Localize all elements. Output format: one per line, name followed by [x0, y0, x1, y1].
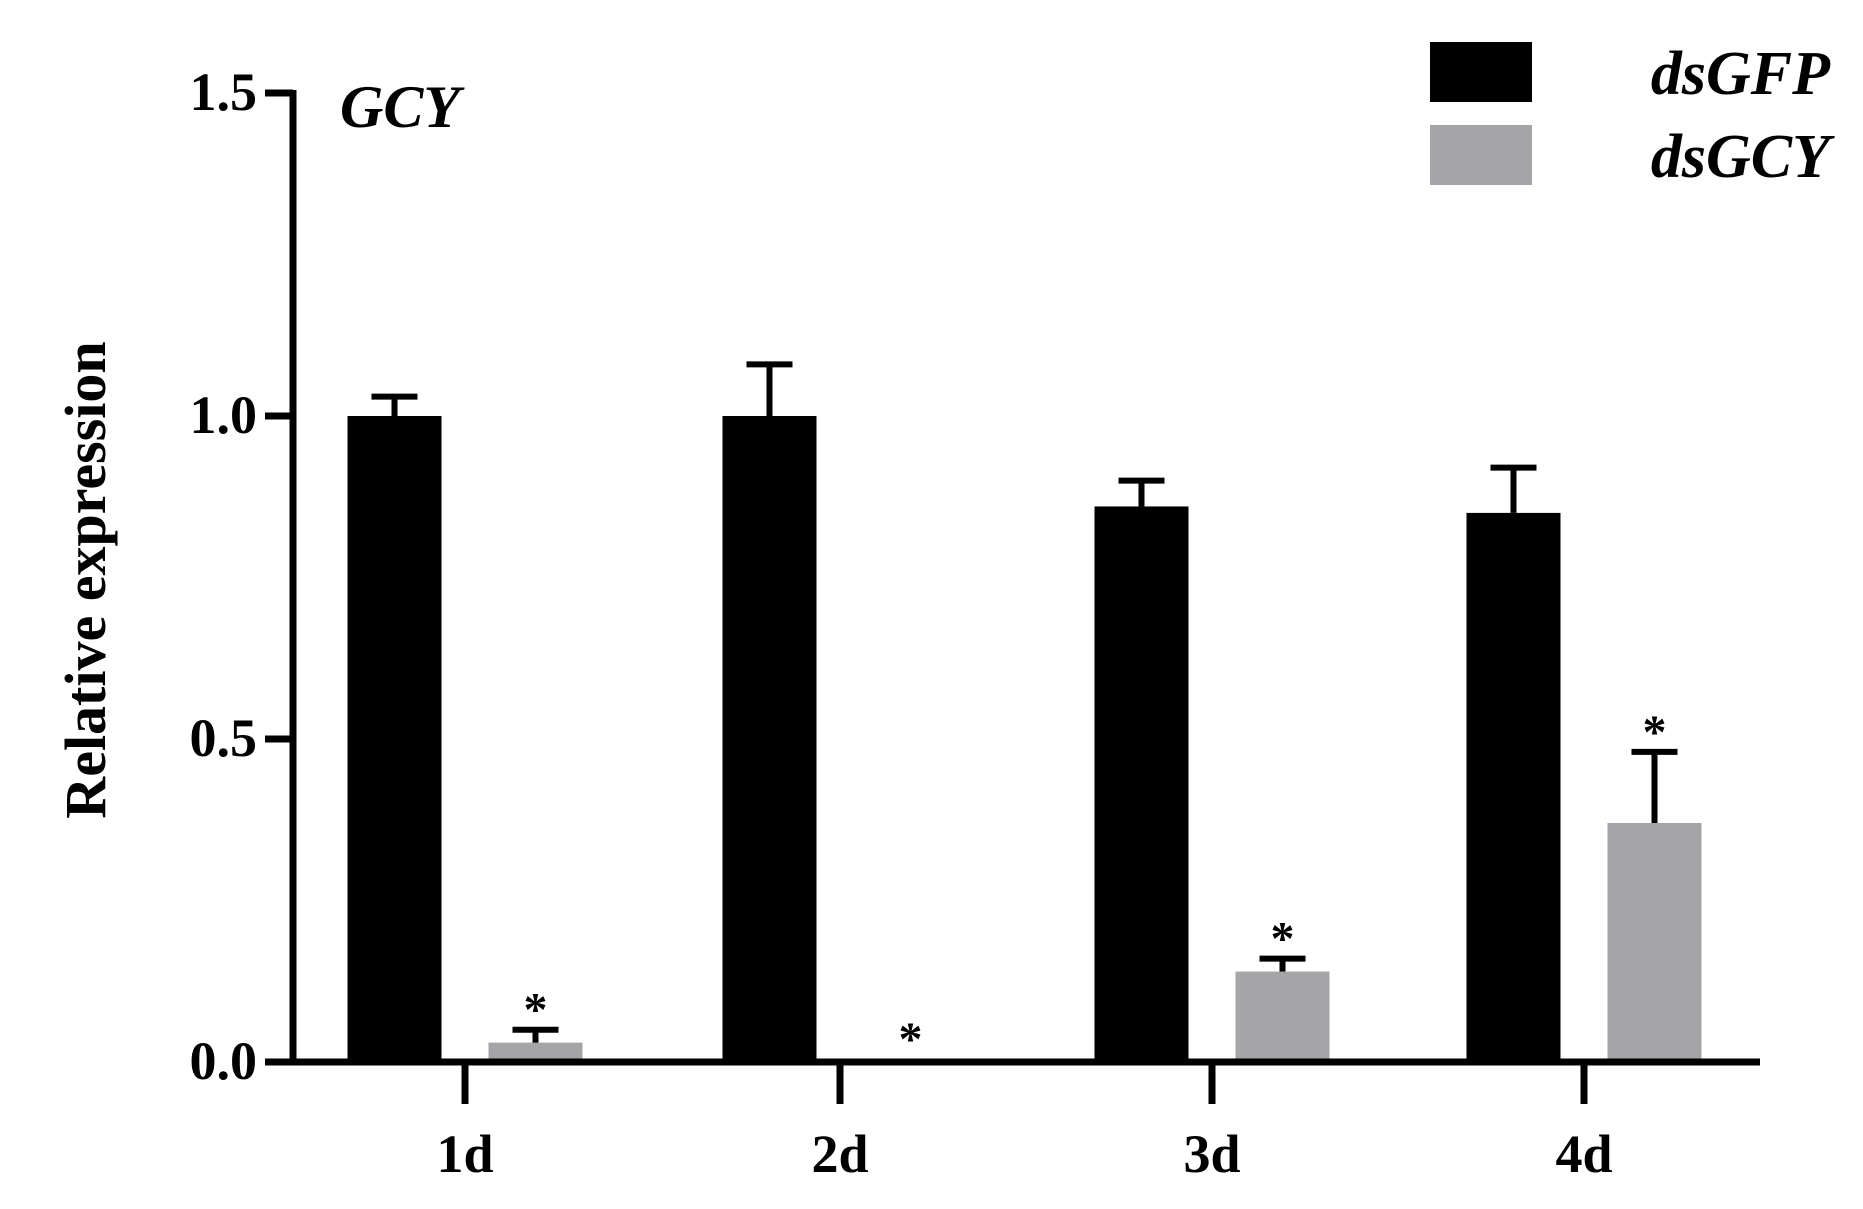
- x-tick-label-1d: 1d: [436, 1124, 493, 1184]
- legend-swatch-dsGCY: [1430, 125, 1532, 185]
- y-tick-label-3: 1.5: [190, 62, 258, 122]
- bar-dsGFP-1d: [347, 416, 442, 1062]
- y-axis-label: Relative expression: [53, 341, 118, 818]
- bar-dsGCY-3d: [1235, 971, 1330, 1062]
- chart-title: GCY: [340, 74, 465, 140]
- x-tick-label-3d: 3d: [1183, 1124, 1240, 1184]
- bar-dsGFP-4d: [1466, 512, 1561, 1062]
- x-tick-label-4d: 4d: [1555, 1124, 1612, 1184]
- significance-mark-4d: *: [1643, 706, 1667, 759]
- y-tick-label-2: 1.0: [190, 385, 258, 445]
- y-tick-label-1: 0.5: [190, 708, 258, 768]
- significance-mark-3d: *: [1271, 913, 1295, 966]
- y-tick-label-0: 0.0: [190, 1031, 258, 1091]
- significance-mark-2d: *: [899, 1013, 923, 1066]
- legend-label-dsGCY: dsGCY: [1651, 123, 1835, 191]
- legend-label-dsGFP: dsGFP: [1651, 40, 1831, 108]
- significance-mark-1d: *: [524, 984, 548, 1037]
- bar-dsGCY-4d: [1607, 822, 1702, 1062]
- bar-dsGFP-3d: [1094, 506, 1189, 1062]
- x-tick-label-2d: 2d: [811, 1124, 868, 1184]
- legend-swatch-dsGFP: [1430, 42, 1532, 102]
- bar-dsGFP-2d: [722, 416, 817, 1062]
- bar-dsGCY-1d: [488, 1042, 583, 1062]
